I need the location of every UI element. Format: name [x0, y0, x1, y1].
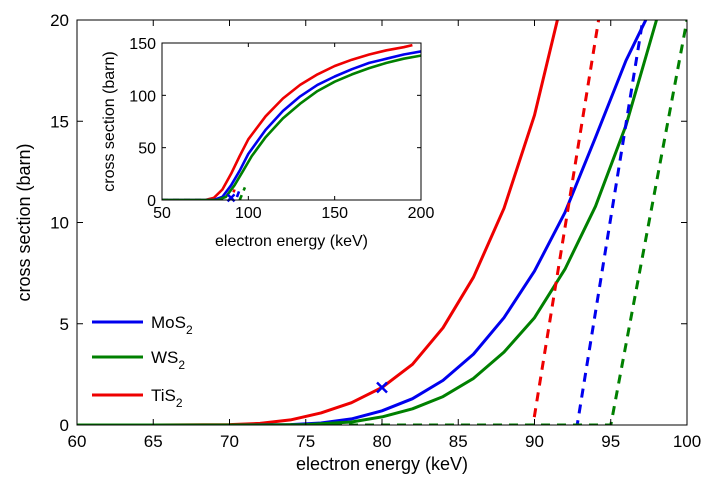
inset-series-mos2: [162, 50, 421, 200]
main-marker-stroke-b: [376, 381, 388, 394]
main-y-tick-label: 0: [60, 416, 69, 435]
inset-x-axis-label: electron energy (keV): [215, 233, 368, 250]
main-x-tick-label: 90: [525, 432, 544, 451]
inset-y-tick-label: 0: [147, 193, 156, 210]
inset-x-tick-label: 50: [153, 205, 171, 222]
legend-label-base: WS: [151, 348, 178, 367]
legend-item-mos2: MoS2: [92, 313, 193, 337]
main-y-tick-label: 10: [50, 214, 69, 233]
main-y-tick-label: 20: [50, 11, 69, 30]
main-x-tick-label: 80: [373, 432, 392, 451]
main-series-group: [77, 19, 687, 425]
inset-series-ws2: [162, 54, 421, 200]
inset-axes-frame: [161, 42, 422, 201]
inset-x-tick-label: 200: [408, 205, 435, 222]
main-series-mos2-dashed: [77, 19, 645, 425]
main-x-tick-label: 60: [68, 432, 87, 451]
main-y-tick-label: 5: [60, 315, 69, 334]
inset-y-tick-label: 100: [129, 88, 156, 105]
inset-y-tick-label: 50: [138, 141, 156, 158]
inset-plot-area: [162, 43, 421, 200]
inset-x-tick-label: 100: [235, 205, 262, 222]
legend-label-base: TiS: [151, 386, 176, 405]
inset-y-axis-label: cross section (barn): [101, 51, 118, 192]
main-y-axis-label: cross section (barn): [14, 143, 34, 301]
legend-label: MoS2: [151, 313, 193, 337]
legend-item-ws2: WS2: [92, 348, 185, 372]
legend-label-subscript: 2: [186, 323, 193, 337]
main-x-tick-label: 85: [449, 432, 468, 451]
main-x-tick-label: 75: [296, 432, 315, 451]
legend-label-subscript: 2: [176, 396, 183, 410]
legend-item-tis2: TiS2: [92, 386, 183, 410]
legend-label: TiS2: [151, 386, 183, 410]
legend-label: WS2: [151, 348, 185, 372]
main-series-ws2-dashed: [77, 19, 687, 425]
main-y-tick-label: 15: [50, 112, 69, 131]
inset-series-mos2-dashed: [162, 189, 241, 200]
main-x-tick-label: 95: [601, 432, 620, 451]
main-series-ws2: [77, 19, 658, 425]
main-x-tick-label: 65: [144, 432, 163, 451]
main-marker-x: [376, 381, 388, 394]
inset-series-group: [162, 43, 421, 200]
main-x-axis-label: electron energy (keV): [296, 454, 468, 474]
inset-y-tick-label: 150: [129, 36, 156, 53]
inset-series-tis2: [162, 43, 413, 200]
main-x-tick-label: 70: [220, 432, 239, 451]
legend-label-subscript: 2: [178, 358, 185, 372]
inset-x-tick-label: 150: [321, 205, 348, 222]
legend-label-base: MoS: [151, 313, 186, 332]
main-x-tick-label: 100: [673, 432, 701, 451]
